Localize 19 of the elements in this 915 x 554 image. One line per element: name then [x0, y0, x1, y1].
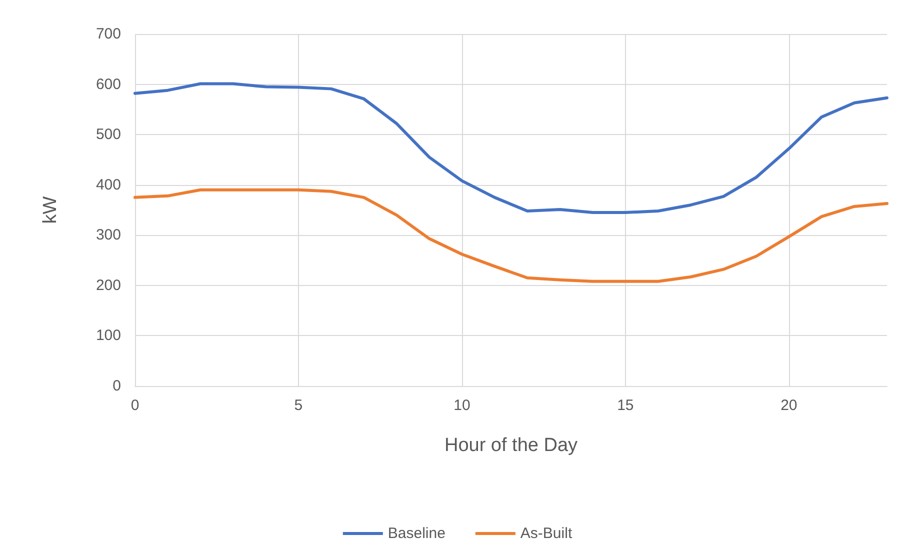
- y-tick-label: 600: [96, 76, 121, 93]
- y-tick-label: 700: [96, 26, 121, 42]
- y-tick-label: 500: [96, 126, 121, 144]
- y-tick-label: 200: [96, 276, 121, 294]
- legend-label: As-Built: [520, 525, 573, 542]
- x-tick-label: 0: [130, 397, 140, 414]
- y-tick-label: 300: [96, 226, 121, 244]
- y-axis-title: kW: [40, 196, 61, 224]
- legend-label: Baseline: [388, 525, 446, 542]
- y-tick-label: 0: [112, 378, 121, 394]
- x-tick-label: 5: [294, 397, 303, 414]
- x-tick-label: 20: [780, 397, 798, 414]
- x-tick-label: 15: [617, 397, 634, 414]
- x-axis-title: Hour of the Day: [444, 435, 578, 456]
- x-tick-label: 10: [454, 397, 470, 414]
- y-tick-label: 100: [96, 327, 121, 344]
- line-series: [134, 82, 888, 214]
- line-series: [134, 188, 888, 283]
- y-tick-label: 400: [96, 176, 121, 194]
